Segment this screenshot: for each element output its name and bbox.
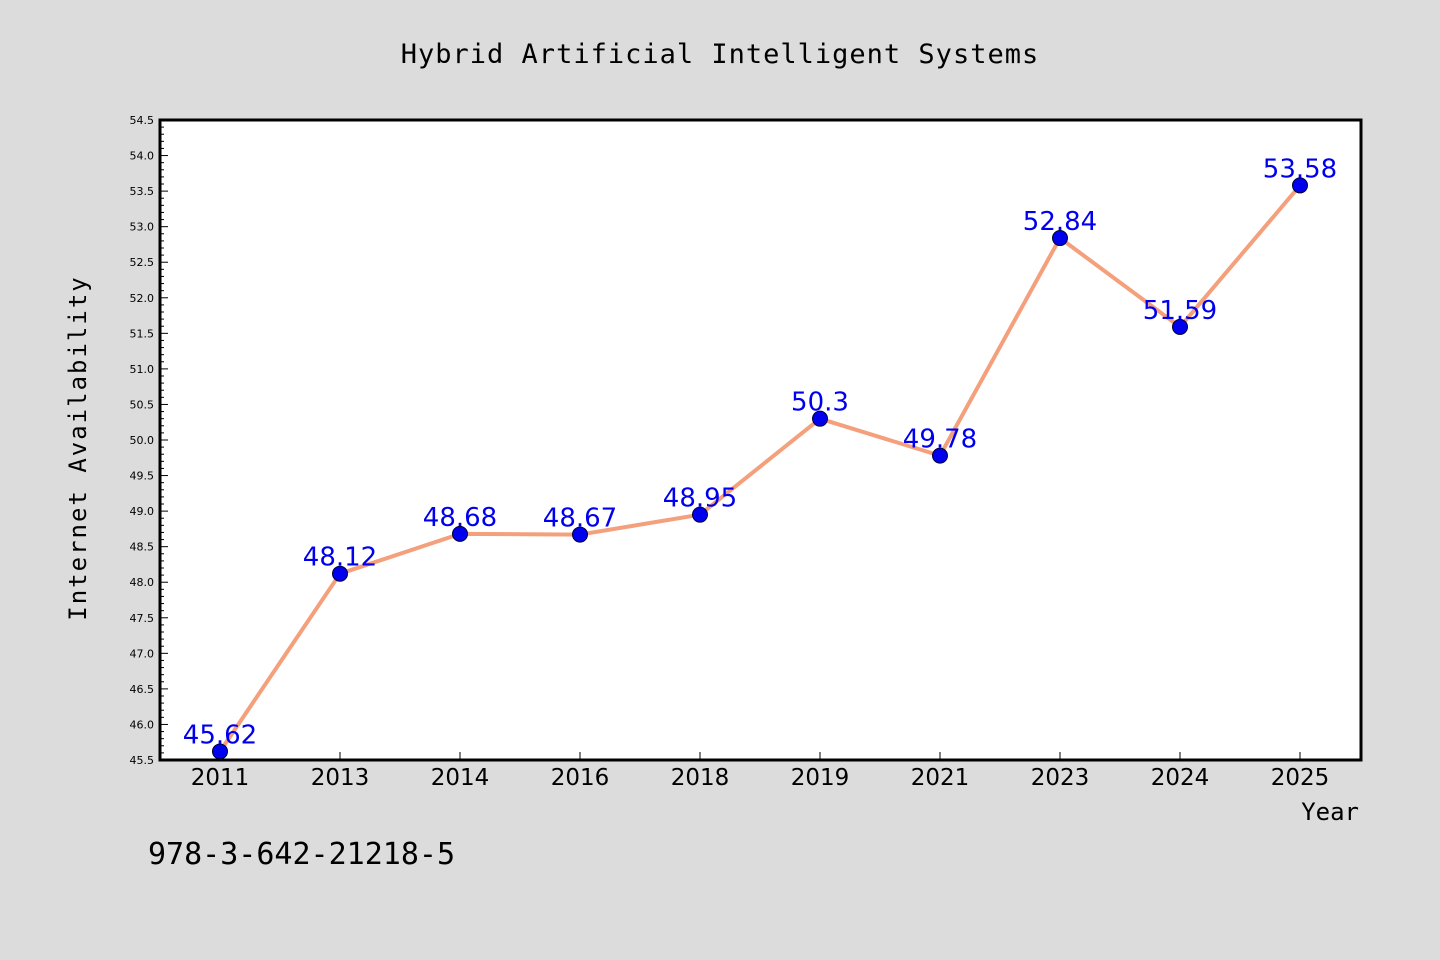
y-tick-label: 47.0 [130, 647, 155, 660]
x-tick-label: 2021 [911, 765, 970, 791]
y-tick-label: 49.0 [130, 505, 155, 518]
y-tick-label: 50.5 [130, 398, 155, 411]
data-label: 48.68 [423, 503, 497, 533]
data-label: 50.3 [791, 388, 849, 418]
data-label: 48.95 [663, 484, 737, 514]
footer-isbn: 978-3-642-21218-5 [148, 837, 455, 872]
data-label: 49.78 [903, 425, 977, 455]
y-tick-label: 46.5 [130, 683, 155, 696]
y-tick-label: 49.5 [130, 470, 155, 483]
y-tick-label: 45.5 [130, 754, 155, 767]
series-layer [212, 177, 1308, 760]
data-point [332, 565, 348, 582]
data-labels-layer: 45.62 48.12 48.68 48.67 48.95 50.3 49.78 52.84 5… [183, 154, 1337, 750]
y-tick-label: 48.5 [130, 541, 155, 554]
y-tick-label: 54.5 [130, 114, 155, 127]
data-label: 45.62 [183, 720, 257, 750]
y-tick-label: 53.0 [130, 221, 155, 234]
y-tick-label: 47.5 [130, 612, 155, 625]
y-tick-label: 52.5 [130, 256, 155, 269]
data-label: 53.58 [1263, 154, 1337, 184]
chart-title: Hybrid Artificial Intelligent Systems [401, 39, 1039, 70]
x-tick-label: 2013 [311, 765, 370, 791]
x-tick-label: 2019 [791, 765, 850, 791]
y-tick-label: 51.0 [130, 363, 155, 376]
x-tick-label: 2011 [191, 765, 250, 791]
y-tick-label: 48.0 [130, 576, 155, 589]
y-tick-label: 53.5 [130, 185, 155, 198]
x-tick-label: 2023 [1031, 765, 1090, 791]
y-tick-label: 46.0 [130, 718, 155, 731]
y-tick-label: 54.0 [130, 150, 155, 163]
data-point [452, 525, 468, 542]
x-tick-label: 2014 [431, 765, 490, 791]
y-tick-label: 51.5 [130, 327, 155, 340]
data-point [812, 410, 828, 427]
data-point [572, 526, 588, 543]
series-line [218, 184, 1302, 753]
y-axis-ticks: 45.5 46.0 46.5 47.0 47.5 48.0 48.5 49.0 49.5 50.0… [130, 114, 168, 767]
x-tick-label: 2024 [1151, 765, 1210, 791]
data-point [932, 447, 948, 464]
data-label: 51.59 [1143, 296, 1217, 326]
x-axis-ticks: 2011 2013 2014 2016 2018 2019 2021 2023 2024 2025 [191, 752, 1330, 791]
x-tick-label: 2025 [1271, 765, 1330, 791]
x-tick-label: 2016 [551, 765, 610, 791]
y-tick-label: 50.0 [130, 434, 155, 447]
y-axis-label: Internet Availability [64, 275, 92, 620]
data-point [692, 506, 708, 523]
data-point [1292, 177, 1308, 194]
data-label: 52.84 [1023, 207, 1097, 237]
data-point [1052, 230, 1068, 247]
data-point [1172, 318, 1188, 335]
plot-frame [158, 118, 1363, 762]
data-label: 48.67 [543, 504, 617, 534]
y-tick-label: 52.0 [130, 292, 155, 305]
x-axis-label: Year [1301, 798, 1359, 826]
x-tick-label: 2018 [671, 765, 730, 791]
plot-area [160, 120, 1361, 760]
data-label: 48.12 [303, 543, 377, 573]
